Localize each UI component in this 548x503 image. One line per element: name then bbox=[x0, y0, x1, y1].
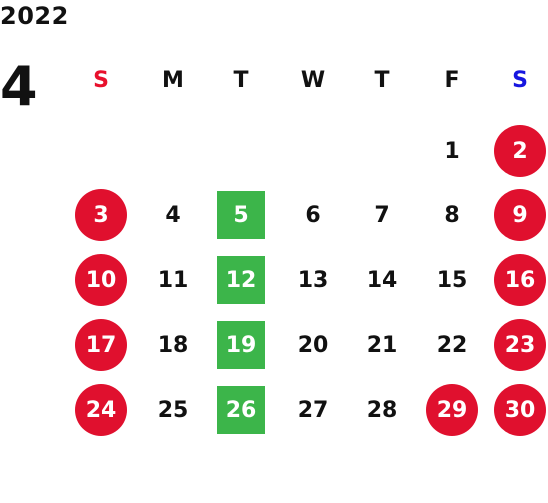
calendar-day[interactable]: 22 bbox=[436, 332, 468, 358]
calendar-day[interactable]: 18 bbox=[157, 332, 189, 358]
calendar-day[interactable]: 1 bbox=[444, 138, 460, 164]
calendar-day[interactable]: 20 bbox=[297, 332, 329, 358]
weekday-tuesday: T bbox=[233, 67, 249, 93]
calendar-day[interactable]: 4 bbox=[165, 202, 181, 228]
weekday-wednesday: W bbox=[300, 67, 326, 93]
calendar-day-holiday[interactable]: 17 bbox=[75, 319, 127, 371]
calendar-day-holiday[interactable]: 29 bbox=[426, 384, 478, 436]
calendar-day-holiday[interactable]: 16 bbox=[494, 254, 546, 306]
calendar-day-marked[interactable]: 26 bbox=[217, 386, 265, 434]
weekday-sunday: S bbox=[93, 67, 109, 93]
calendar-day-holiday[interactable]: 24 bbox=[75, 384, 127, 436]
calendar-day[interactable]: 15 bbox=[436, 267, 468, 293]
calendar-day[interactable]: 14 bbox=[366, 267, 398, 293]
calendar-year: 2022 bbox=[0, 2, 69, 30]
calendar-day[interactable]: 25 bbox=[157, 397, 189, 423]
calendar-day[interactable]: 8 bbox=[444, 202, 460, 228]
calendar-day[interactable]: 13 bbox=[297, 267, 329, 293]
calendar-day-holiday[interactable]: 23 bbox=[494, 319, 546, 371]
calendar-day-holiday[interactable]: 3 bbox=[75, 189, 127, 241]
calendar-day[interactable]: 7 bbox=[374, 202, 390, 228]
calendar-day[interactable]: 6 bbox=[305, 202, 321, 228]
calendar-day-marked[interactable]: 12 bbox=[217, 256, 265, 304]
calendar-day-holiday[interactable]: 30 bbox=[494, 384, 546, 436]
weekday-saturday: S bbox=[512, 67, 528, 93]
calendar-day-marked[interactable]: 19 bbox=[217, 321, 265, 369]
calendar-day-holiday[interactable]: 2 bbox=[494, 125, 546, 177]
calendar-day[interactable]: 21 bbox=[366, 332, 398, 358]
calendar-day[interactable]: 27 bbox=[297, 397, 329, 423]
calendar-day-marked[interactable]: 5 bbox=[217, 191, 265, 239]
calendar-day-holiday[interactable]: 9 bbox=[494, 189, 546, 241]
calendar-month: 4 bbox=[0, 55, 38, 118]
weekday-monday: M bbox=[162, 67, 184, 93]
calendar-day[interactable]: 11 bbox=[157, 267, 189, 293]
weekday-thursday: T bbox=[374, 67, 390, 93]
weekday-friday: F bbox=[444, 67, 460, 93]
calendar-day[interactable]: 28 bbox=[366, 397, 398, 423]
calendar-day-holiday[interactable]: 10 bbox=[75, 254, 127, 306]
